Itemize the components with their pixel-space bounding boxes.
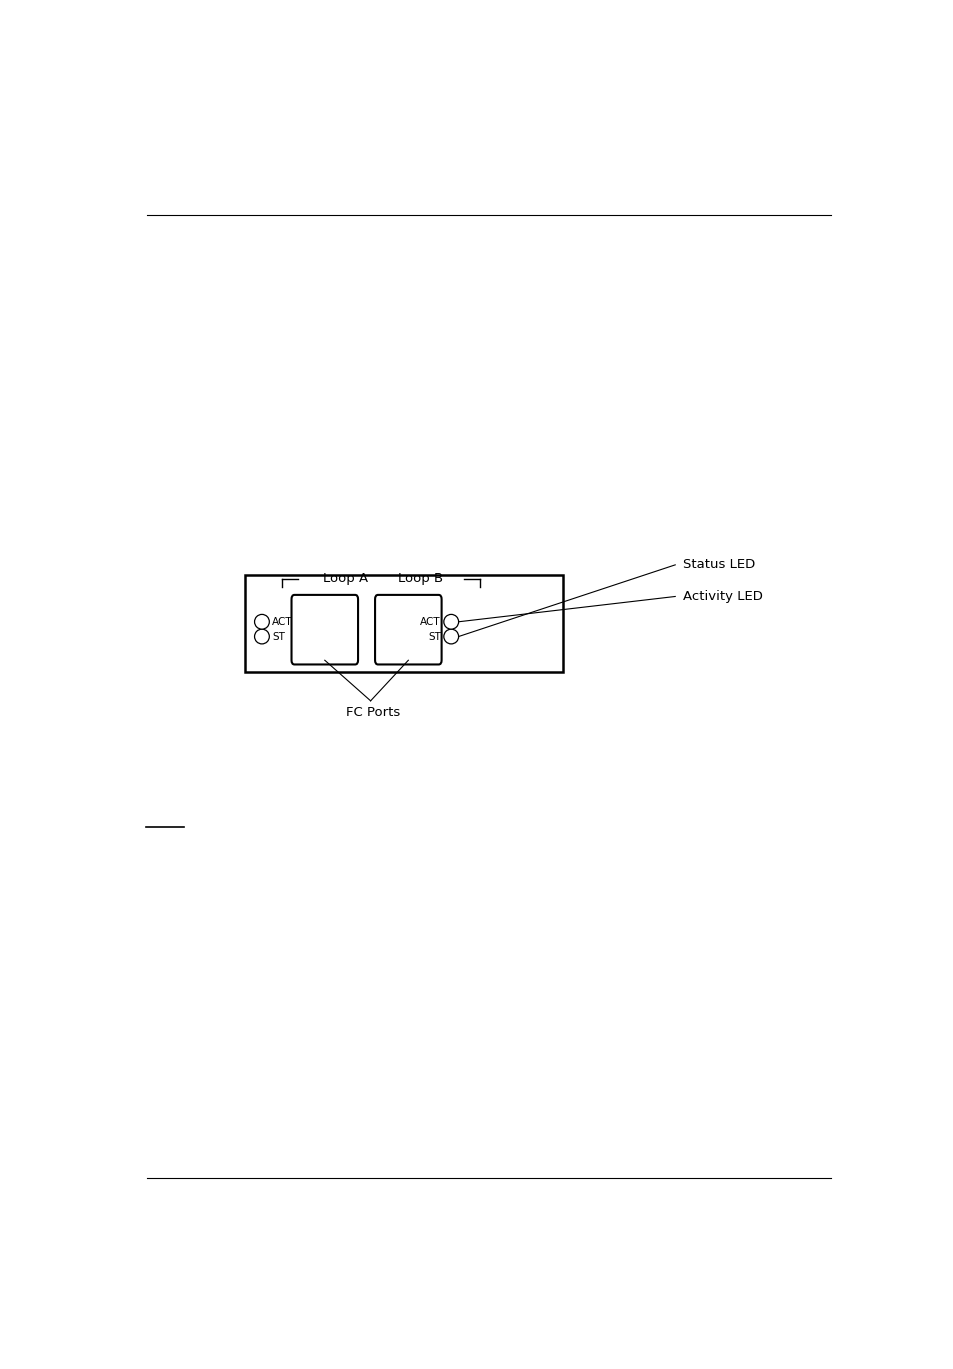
Text: Status LED: Status LED — [682, 559, 754, 571]
Text: Activity LED: Activity LED — [682, 590, 761, 602]
Text: FC Ports: FC Ports — [345, 706, 399, 719]
Ellipse shape — [443, 615, 458, 630]
Ellipse shape — [254, 615, 269, 630]
Text: ACT: ACT — [420, 617, 440, 627]
Bar — [245, 575, 562, 672]
FancyBboxPatch shape — [292, 596, 357, 664]
Ellipse shape — [254, 630, 269, 643]
Text: Loop A: Loop A — [322, 572, 368, 585]
Text: ACT: ACT — [272, 617, 293, 627]
Ellipse shape — [443, 630, 458, 643]
Text: ST: ST — [272, 631, 285, 642]
Text: ST: ST — [428, 631, 440, 642]
FancyBboxPatch shape — [375, 596, 441, 664]
Text: Loop B: Loop B — [398, 572, 443, 585]
